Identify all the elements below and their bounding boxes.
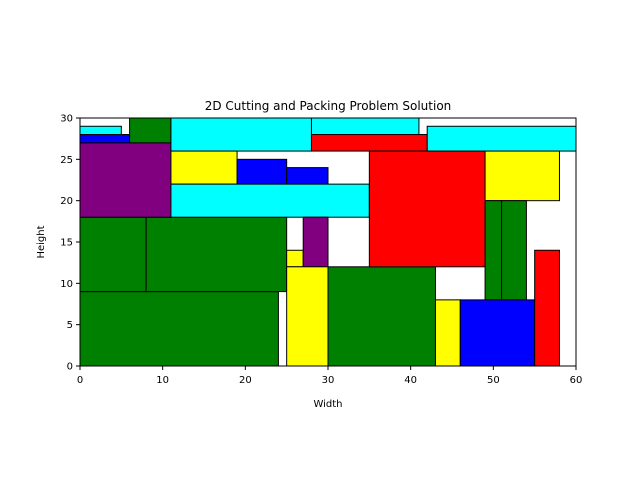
x-tick-label: 10 (156, 375, 169, 386)
packed-rect-16 (310, 117, 420, 136)
packed-rect-24 (459, 299, 536, 367)
y-tick-label: 25 (60, 155, 73, 166)
packed-rect-18 (426, 125, 577, 152)
packed-rect-21 (484, 200, 503, 301)
y-tick-label: 0 (67, 362, 73, 373)
y-tick-label: 15 (60, 238, 73, 249)
x-tick-label: 40 (404, 375, 417, 386)
x-tick-label: 60 (570, 375, 583, 386)
packed-rect-11 (170, 183, 370, 218)
x-tick-label: 20 (239, 375, 252, 386)
packed-rect-7 (170, 117, 312, 152)
packed-rect-23 (434, 299, 461, 367)
x-tick-label: 30 (322, 375, 335, 386)
packed-rect-9 (236, 158, 288, 185)
packed-rect-13 (302, 216, 329, 268)
x-axis-label: Width (313, 399, 342, 410)
y-tick-label: 30 (60, 114, 73, 125)
y-tick-label: 5 (67, 320, 73, 331)
x-tick-label: 50 (487, 375, 500, 386)
packed-rect-12 (286, 249, 304, 268)
packed-rect-25 (534, 249, 560, 367)
packed-rect-6 (129, 117, 172, 144)
packed-rect-19 (368, 150, 486, 268)
packed-rect-4 (79, 134, 131, 144)
packed-rect-8 (170, 150, 238, 185)
rectangles-layer (79, 117, 577, 367)
packed-rect-0 (79, 291, 279, 367)
packed-rect-20 (484, 150, 560, 202)
packed-rect-2 (145, 216, 288, 293)
packed-rect-22 (501, 200, 527, 301)
packed-rect-14 (286, 266, 329, 367)
packed-rect-10 (286, 167, 329, 185)
packed-rect-15 (327, 266, 436, 367)
y-tick-label: 10 (60, 279, 73, 290)
packed-rect-3 (79, 142, 172, 218)
ticks-layer: 0 10 20 30 40 50 60 0 5 10 15 20 25 30 (60, 114, 582, 387)
packed-rect-17 (310, 134, 428, 152)
y-axis-label: Height (36, 225, 47, 258)
y-tick-label: 20 (60, 196, 73, 207)
packed-rect-5 (79, 125, 122, 136)
x-tick-label: 0 (77, 375, 83, 386)
chart-title: 2D Cutting and Packing Problem Solution (205, 99, 452, 113)
packed-rect-1 (79, 216, 147, 293)
